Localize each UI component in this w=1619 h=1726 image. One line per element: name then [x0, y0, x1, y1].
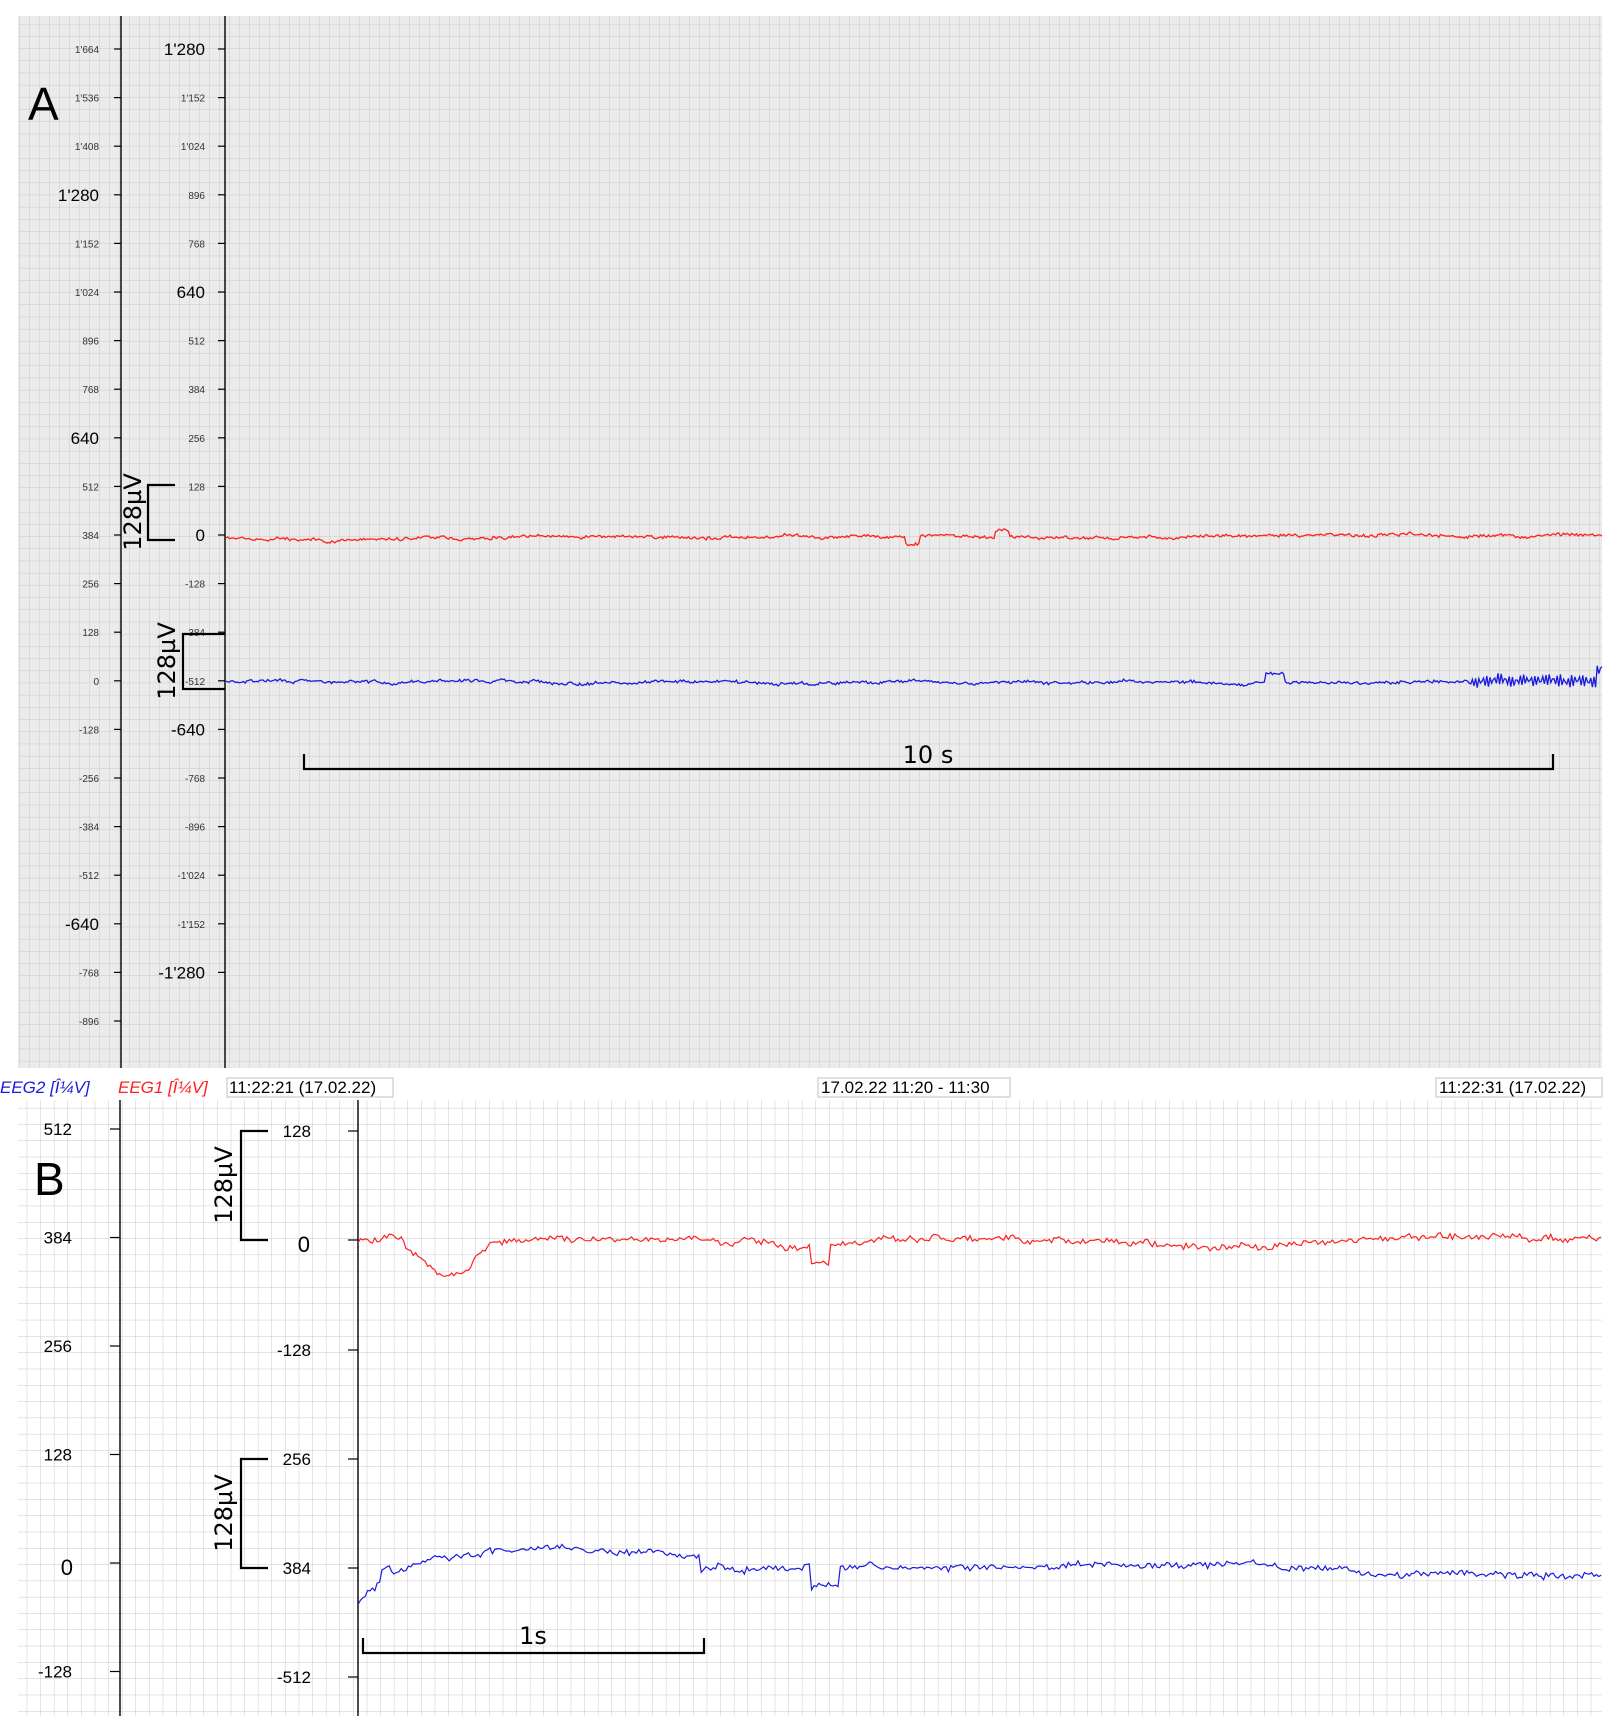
panel-b-eeg2-scale-bracket	[239, 1457, 268, 1570]
status-end-time-box	[1435, 1077, 1603, 1098]
panel-a-outer-tick-label: -640	[65, 915, 99, 934]
panel-a-outer-tick-label: -512	[79, 871, 99, 882]
panel-b-time-bar: 1s	[361, 1622, 706, 1655]
status-bar: EEG2 [Î¼V] EEG1 [Î¼V] 11:22:21 (17.02.22…	[0, 1076, 1619, 1098]
panel-a-outer-tick-label: 256	[82, 580, 99, 591]
panel-a-inner-tick-label: 640	[177, 283, 205, 302]
panel-a-eeg1-trace	[225, 528, 1603, 547]
panel-a-outer-tick-label: 640	[71, 429, 99, 448]
status-end-time: 11:22:31 (17.02.22)	[1439, 1078, 1586, 1097]
panel-a-outer-tick-label: -256	[79, 774, 99, 785]
panel-a-eeg1-scale-label: 128µV	[119, 473, 147, 551]
panel-b-inner-tick-label: 128	[283, 1122, 311, 1141]
panel-a-outer-tick-label: -384	[79, 823, 99, 834]
panel-a-eeg2-scale-bar: 128µV	[153, 622, 225, 700]
panel-a-inner-tick-label: 1'280	[164, 40, 205, 59]
panel-b-eeg1-scale-bar: 128µV	[210, 1129, 268, 1242]
panel-b-eeg2-trace	[357, 1543, 1602, 1605]
panel-a-outer-tick-label: 1'408	[75, 142, 100, 153]
panel-a-eeg1-scale-bar: 128µV	[119, 473, 175, 551]
panel-a: 1'664 1'536 1'408 1'280 1'152 1'024 896 768 640 5…	[18, 16, 1603, 1068]
status-channel-eeg2: EEG2 [Î¼V]	[0, 1078, 91, 1097]
panel-a-outer-tick-label: -896	[79, 1017, 99, 1028]
panel-b-time-bracket	[361, 1638, 706, 1655]
panel-b-outer-tick-label: 256	[44, 1337, 72, 1356]
panel-a-inner-tick-label: 0	[196, 526, 205, 545]
panel-a-inner-tick-label: -768	[185, 774, 205, 785]
panel-a-inner-tick-label: 768	[188, 239, 205, 250]
panel-b-outer-tick-label: 0	[61, 1555, 73, 1580]
panel-a-eeg2-scale-bracket	[181, 632, 225, 691]
panel-a-inner-tick-label: 896	[188, 191, 205, 202]
panel-b-label: B	[34, 1153, 65, 1205]
panel-a-inner-tick-label: 128	[188, 482, 205, 493]
panel-b-inner-tick-label: 256	[283, 1450, 311, 1469]
panel-a-time-bar: 10 s	[302, 741, 1555, 771]
panel-b-time-label: 1s	[519, 1622, 547, 1650]
panel-a-outer-tick-label: 1'664	[75, 45, 100, 56]
panel-b-outer-tick-label: -128	[38, 1663, 72, 1682]
panel-a-inner-tick-label: 512	[188, 337, 205, 348]
panel-a-outer-tick-label: -768	[79, 968, 99, 979]
panel-b-outer-tick-label: 512	[44, 1120, 72, 1139]
panel-a-eeg1-scale-bracket	[146, 483, 175, 542]
panel-a-label: A	[28, 78, 59, 130]
panel-a-outer-tick-label: 1'536	[75, 94, 100, 105]
panel-a-inner-tick-label: 1'152	[181, 94, 206, 105]
panel-a-inner-tick-label: -896	[185, 823, 205, 834]
status-window-range: 17.02.22 11:20 - 11:30	[821, 1078, 990, 1097]
panel-b-ticks: 512 384 256 128 0 -128 128 0 -128 256 384 -512	[38, 1120, 358, 1687]
panel-a-inner-tick-label: -640	[171, 720, 205, 739]
panel-a-inner-tick-label: 1'024	[181, 142, 206, 153]
panel-b-eeg1-scale-label: 128µV	[210, 1146, 238, 1224]
panel-a-outer-tick-label: 128	[82, 628, 99, 639]
panel-a-time-label: 10 s	[903, 741, 954, 769]
panel-a-outer-tick-label: 512	[82, 482, 99, 493]
panel-a-outer-tick-label: 0	[93, 677, 99, 688]
panel-a-outer-tick-label: -128	[79, 725, 99, 736]
panel-b-eeg1-scale-bracket	[239, 1129, 268, 1242]
panel-a-inner-tick-label: -128	[185, 580, 205, 591]
panel-a-inner-tick-label: -1'024	[178, 871, 206, 882]
panel-a-ticks: 1'664 1'536 1'408 1'280 1'152 1'024 896 768 640 5…	[58, 40, 225, 1028]
panel-a-eeg2-scale-label: 128µV	[153, 622, 181, 700]
status-start-time: 11:22:21 (17.02.22)	[229, 1078, 376, 1097]
panel-a-grid	[18, 16, 1602, 1068]
panel-a-eeg2-trace	[225, 665, 1603, 688]
status-start-time-box	[226, 1077, 394, 1098]
panel-a-time-bracket	[302, 754, 1555, 771]
panel-a-inner-tick-label: 384	[188, 385, 205, 396]
panel-a-outer-tick-label: 768	[82, 385, 99, 396]
panel-b-outer-tick-label: 384	[44, 1229, 72, 1248]
panel-b-inner-tick-label: 0	[298, 1232, 310, 1257]
panel-b-eeg1-trace	[357, 1231, 1602, 1278]
panel-a-inner-tick-label: -512	[185, 677, 205, 688]
panel-a-outer-tick-label: 384	[82, 531, 99, 542]
panel-b-eeg2-scale-label: 128µV	[210, 1474, 238, 1552]
panel-b-eeg2-scale-bar: 128µV	[210, 1457, 268, 1570]
panel-a-outer-tick-label: 1'152	[75, 239, 100, 250]
panel-b-inner-tick-label: 384	[283, 1559, 311, 1578]
panel-a-outer-tick-label: 896	[82, 337, 99, 348]
panel-a-inner-tick-label: 256	[188, 434, 205, 445]
panel-b-inner-tick-label: -512	[277, 1668, 311, 1687]
status-window-range-box	[817, 1077, 1011, 1098]
status-channel-eeg1: EEG1 [Î¼V]	[118, 1078, 209, 1097]
panel-b: 512 384 256 128 0 -128 128 0 -128 256 384 -512 B 12…	[18, 1100, 1602, 1716]
panel-a-inner-tick-label: -1'152	[178, 920, 206, 931]
status-bar-background	[0, 1076, 1619, 1098]
panel-a-outer-tick-label: 1'024	[75, 288, 100, 299]
panel-a-outer-tick-label: 1'280	[58, 186, 99, 205]
panel-b-grid	[18, 1100, 1602, 1716]
panel-b-inner-tick-label: -128	[277, 1341, 311, 1360]
panel-b-outer-tick-label: 128	[44, 1446, 72, 1465]
panel-a-inner-tick-label: -1'280	[158, 963, 205, 982]
